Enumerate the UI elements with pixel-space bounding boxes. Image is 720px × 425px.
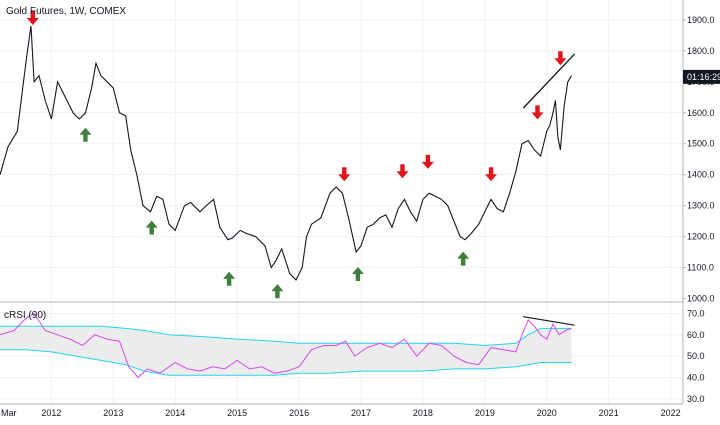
time-tick-label: 2016 [289,408,309,418]
sell-signal-arrow [421,154,434,169]
time-tick-label: 2021 [599,408,619,418]
price-trendline-segment [522,53,576,109]
price-tick-label: 1400.0 [687,170,715,180]
crsi-upper-band [0,325,572,347]
time-tick-label: 2018 [413,408,433,418]
time-tick-label: Mar [1,408,17,418]
price-axis[interactable]: 1900.01800.01700.01600.01500.01400.01300… [682,0,720,404]
sell-signal-arrow [485,167,498,182]
buy-signal-arrow [223,271,236,286]
price-tick-label: 1500.0 [687,139,715,149]
time-tick-label: 2013 [103,408,123,418]
price-series-line [0,26,572,281]
price-countdown-label: 01:16:29 [683,69,720,84]
price-trendline [522,53,576,109]
crsi-tick-label: 70.0 [687,308,705,318]
sell-signal-arrow [396,164,409,179]
countdown-background [683,69,720,84]
time-tick-label: 2012 [41,408,61,418]
buy-signal-arrow [457,251,470,266]
price-tick-label: 1800.0 [687,46,715,56]
time-axis[interactable]: Mar 2012 2013 2014 2015 2016 2017 2018 2019 2020 2… [0,403,683,418]
crsi-title: cRSI (90) [4,310,46,321]
sell-signal-arrow [554,51,567,66]
price-tick-label: 1100.0 [687,263,714,273]
crsi-line [0,312,572,379]
sell-signal-arrow [338,167,351,182]
time-tick-label: 2019 [475,408,495,418]
crsi-pane[interactable]: cRSI (90) [0,310,683,400]
buy-signal-arrow [271,284,284,299]
countdown-text: 01:16:29 [687,72,720,82]
time-tick-label: 2014 [165,408,185,418]
crsi-tick-label: 30.0 [687,394,705,404]
crsi-tick-label: 50.0 [687,351,705,361]
buy-signal-arrow [351,267,364,282]
price-tick-label: 1200.0 [687,232,715,242]
crsi-lower-band [0,349,572,376]
buy-signal-arrow [79,127,92,142]
crsi-axis-ticks: 70.0 60.0 50.0 40.0 30.0 [687,308,705,403]
time-tick-label: 2022 [661,408,681,418]
sell-signal-arrow [26,11,39,26]
buy-signal-arrow [145,220,158,235]
crsi-tick-label: 60.0 [687,330,705,340]
price-tick-label: 1600.0 [687,108,715,118]
crsi-trendline [523,316,575,326]
sell-signal-arrow [531,105,544,120]
crsi-band-fill [0,326,572,376]
time-tick-label: 2017 [351,408,371,418]
time-tick-label: 2015 [227,408,247,418]
signal-arrows [26,11,567,299]
price-tick-label: 1300.0 [687,201,715,211]
chart-title: Gold Futures, 1W, COMEX [6,6,126,17]
price-tick-label: 1900.0 [687,15,715,25]
time-axis-ticks: Mar 2012 2013 2014 2015 2016 2017 2018 2019 2020 2… [1,408,681,418]
crsi-tick-label: 40.0 [687,372,705,382]
price-tick-label: 1000.0 [687,293,715,303]
time-tick-label: 2020 [537,408,557,418]
crsi-trendline-segment [523,316,575,326]
